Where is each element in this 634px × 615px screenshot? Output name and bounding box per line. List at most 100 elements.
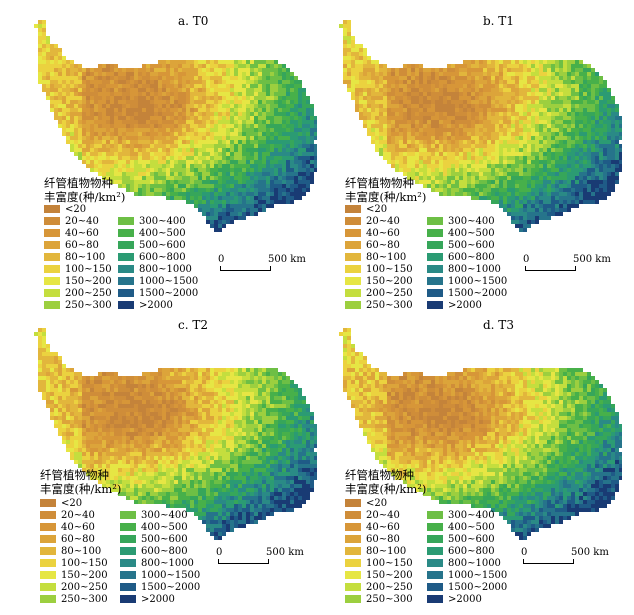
legend-label: 20~40 [366, 509, 400, 521]
legend-swatch [345, 241, 361, 249]
legend-item: 1000~1500 [118, 275, 198, 287]
legend-item: 200~250 [345, 581, 413, 593]
legend-label: 500~600 [139, 239, 186, 251]
legend-label: 400~500 [141, 521, 188, 533]
legend-label: 200~250 [61, 581, 108, 593]
legend-label: 500~600 [448, 239, 495, 251]
scale-bar: 0 500 km [521, 547, 634, 577]
legend-swatch [40, 583, 56, 591]
legend-label: 200~250 [366, 581, 413, 593]
legend-item: <20 [345, 497, 413, 509]
legend-label: 200~250 [366, 287, 413, 299]
legend-swatch [118, 289, 134, 297]
legend-item: 150~200 [44, 275, 112, 287]
legend-swatch [345, 499, 361, 507]
legend-item: 80~100 [40, 545, 108, 557]
legend-item: 600~800 [118, 251, 198, 263]
scale-bar: 0 500 km [218, 254, 348, 284]
legend-label: 100~150 [65, 263, 112, 275]
legend-item: 1000~1500 [427, 569, 507, 581]
legend-swatch [120, 547, 136, 555]
legend-label: 60~80 [366, 533, 400, 545]
plateau-map [339, 20, 622, 232]
scale-line [220, 270, 270, 271]
legend-label: >2000 [448, 593, 482, 605]
legend-item: 40~60 [44, 227, 112, 239]
legend-item: 400~500 [427, 521, 507, 533]
legend-item: 500~600 [427, 239, 507, 251]
scale-label-start: 0 [216, 547, 223, 558]
legend-label: <20 [61, 497, 83, 509]
legend-swatch [345, 535, 361, 543]
legend-swatch [44, 301, 60, 309]
legend-item: 100~150 [345, 263, 413, 275]
scale-tick [573, 559, 574, 564]
scale-bar: 0 500 km [523, 254, 634, 284]
legend-column-1: <20 20~40 40~60 60~80 80~100 100~150 150~200 20… [345, 203, 413, 311]
legend-label: 60~80 [366, 239, 400, 251]
scale-tick [575, 266, 576, 271]
legend-swatch [44, 277, 60, 285]
legend-swatch [427, 583, 443, 591]
legend-swatch [345, 289, 361, 297]
legend-item: 500~600 [427, 533, 507, 545]
legend-item: 600~800 [427, 251, 507, 263]
legend-item: 250~300 [345, 299, 413, 311]
legend-swatch [40, 535, 56, 543]
legend-label: 80~100 [61, 545, 102, 557]
panel-title: c. T2 [178, 318, 208, 332]
legend-item: >2000 [120, 593, 200, 605]
scale-line [523, 563, 573, 564]
legend-swatch [40, 571, 56, 579]
legend-swatch [118, 253, 134, 261]
legend-swatch [345, 523, 361, 531]
legend-item: 400~500 [118, 227, 198, 239]
legend-swatch [120, 511, 136, 519]
legend-label: 40~60 [366, 227, 400, 239]
legend-item: 500~600 [118, 239, 198, 251]
map-panel-t1: b. T1 纤管植物物种 丰富度(种/km²) <20 20~40 40~60 60~… [305, 0, 622, 311]
legend-swatch [427, 265, 443, 273]
legend-swatch [44, 241, 60, 249]
legend-column-1: <20 20~40 40~60 60~80 80~100 100~150 150~200 20… [345, 497, 413, 605]
legend-label: 250~300 [61, 593, 108, 605]
legend-item: 40~60 [345, 521, 413, 533]
richness-raster [34, 328, 317, 540]
legend-label: 500~600 [448, 533, 495, 545]
legend-label: 200~250 [65, 287, 112, 299]
legend-label: <20 [366, 203, 388, 215]
legend-title: 纤管植物物种 丰富度(种/km²) [40, 468, 121, 496]
legend-label: 20~40 [61, 509, 95, 521]
legend-item: 600~800 [427, 545, 507, 557]
legend-label: 250~300 [366, 299, 413, 311]
scale-bar: 0 500 km [216, 547, 346, 577]
legend-item: 300~400 [118, 215, 198, 227]
legend-item: 200~250 [345, 287, 413, 299]
scale-label-start: 0 [523, 254, 530, 265]
scale-tick [218, 559, 219, 564]
legend-item: 60~80 [345, 239, 413, 251]
legend-item: 1500~2000 [427, 287, 507, 299]
legend-item: 150~200 [40, 569, 108, 581]
legend-item: 20~40 [345, 215, 413, 227]
legend-item: <20 [345, 203, 413, 215]
legend-label: 80~100 [366, 545, 407, 557]
legend-label: 600~800 [139, 251, 186, 263]
legend-swatch [120, 559, 136, 567]
legend-label: 1500~2000 [141, 581, 201, 593]
legend-label: 400~500 [448, 521, 495, 533]
legend-item: 200~250 [40, 581, 108, 593]
legend-label: 300~400 [448, 215, 495, 227]
legend-swatch [345, 217, 361, 225]
legend-label: 20~40 [65, 215, 99, 227]
map-panel-t0: a. T0 纤管植物物种 丰富度(种/km²) <20 20~40 40~60 60~… [0, 0, 317, 311]
legend-swatch [120, 535, 136, 543]
legend-title-line2: 丰富度(种/km²) [345, 190, 427, 204]
legend-title-line2: 丰富度(种/km²) [40, 482, 122, 496]
map-panel-t2: c. T2 纤管植物物种 丰富度(种/km²) <20 20~40 40~60 60~… [0, 308, 317, 615]
legend-swatch [345, 511, 361, 519]
legend-item: 1500~2000 [427, 581, 507, 593]
legend-item: 150~200 [345, 569, 413, 581]
legend-label: 40~60 [366, 521, 400, 533]
legend-swatch [345, 595, 361, 603]
